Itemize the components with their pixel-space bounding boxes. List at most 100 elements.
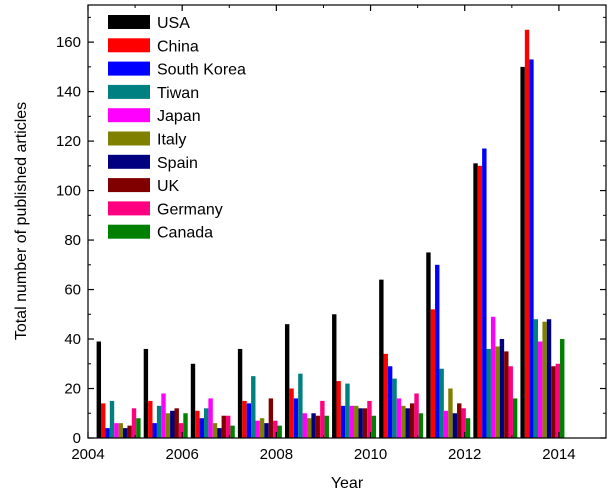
bar-canada-2012 — [465, 418, 471, 438]
bar-spain-2013 — [499, 339, 505, 438]
bar-china-2011 — [383, 353, 388, 438]
bar-canada-2014 — [560, 339, 565, 438]
bar-italy-2012 — [448, 388, 453, 438]
bar-canada-2011 — [418, 413, 424, 438]
bar-china-2013 — [477, 165, 483, 438]
bar-china-2014 — [524, 29, 530, 439]
bar-italy-2008 — [259, 418, 265, 438]
y-tick-label: 160 — [56, 34, 81, 51]
bar-canada-2007 — [230, 425, 235, 438]
bar-china-2009 — [289, 388, 294, 438]
bar-japan-2013 — [490, 316, 496, 438]
bar-china-2010 — [336, 381, 341, 438]
y-tick-label: 140 — [56, 84, 81, 101]
legend-swatch-usa — [108, 15, 150, 29]
bar-usa-2008 — [237, 348, 243, 438]
bar-tiwan-2009 — [298, 373, 303, 438]
legend-label-uk: UK — [157, 178, 180, 195]
bar-south-korea-2014 — [529, 59, 534, 439]
bar-italy-2005 — [118, 423, 124, 438]
legend-label-japan: Japan — [157, 108, 201, 125]
bar-south-korea-2006 — [152, 423, 157, 438]
legend-swatch-china — [108, 38, 150, 53]
bar-spain-2009 — [311, 413, 316, 438]
x-tick-label: 2012 — [448, 446, 481, 463]
legend-swatch-germany — [108, 201, 150, 216]
bar-tiwan-2007 — [203, 408, 209, 438]
bar-uk-2012 — [457, 403, 462, 438]
bar-south-korea-2005 — [105, 428, 110, 438]
legend-label-south-korea: South Korea — [157, 62, 246, 79]
bar-germany-2012 — [461, 408, 466, 438]
bar-italy-2011 — [401, 405, 406, 438]
bar-tiwan-2006 — [156, 405, 162, 438]
y-tick-label: 40 — [64, 331, 81, 348]
y-axis-label: Total number of published articles — [13, 102, 30, 340]
bar-italy-2009 — [306, 418, 312, 438]
bar-japan-2014 — [538, 341, 543, 438]
y-tick-label: 60 — [64, 282, 81, 299]
bar-south-korea-2010 — [340, 405, 346, 438]
bar-japan-2008 — [255, 420, 260, 438]
bar-germany-2010 — [367, 400, 372, 438]
legend-swatch-tiwan — [108, 84, 150, 99]
bar-south-korea-2008 — [246, 403, 252, 438]
bar-japan-2009 — [302, 413, 307, 438]
bar-germany-2008 — [273, 420, 278, 438]
legend-swatch-japan — [108, 108, 150, 123]
bar-usa-2012 — [426, 252, 431, 438]
legend-label-italy: Italy — [157, 132, 186, 149]
bar-italy-2006 — [165, 413, 171, 438]
bar-spain-2012 — [452, 413, 458, 438]
bar-spain-2005 — [123, 428, 128, 438]
bar-italy-2013 — [495, 346, 500, 438]
bar-japan-2007 — [208, 398, 213, 438]
x-tick-label: 2014 — [542, 446, 575, 463]
bar-tiwan-2010 — [345, 383, 350, 438]
y-tick-label: 120 — [56, 133, 81, 150]
bar-china-2012 — [430, 309, 436, 438]
bar-canada-2005 — [136, 418, 141, 438]
bar-south-korea-2011 — [387, 366, 393, 438]
legend-label-tiwan: Tiwan — [157, 85, 199, 102]
x-tick-label: 2008 — [260, 446, 293, 463]
bar-south-korea-2013 — [482, 148, 487, 438]
bar-germany-2005 — [131, 408, 137, 438]
legend-label-germany: Germany — [157, 201, 223, 218]
legend: USA China South Korea Tiwan Japan Italy Spain U… — [108, 15, 246, 242]
bar-germany-2007 — [225, 415, 231, 438]
legend-swatch-canada — [108, 224, 150, 239]
legend-label-spain: Spain — [157, 155, 198, 172]
x-axis-label: Year — [331, 475, 364, 492]
bar-spain-2011 — [405, 408, 410, 438]
bar-usa-2013 — [473, 163, 478, 438]
bar-tiwan-2013 — [486, 348, 491, 438]
bar-uk-2006 — [174, 408, 179, 438]
bar-tiwan-2008 — [251, 376, 256, 438]
legend-swatch-uk — [108, 178, 150, 193]
legend-swatch-south-korea — [108, 61, 150, 76]
plot-frame — [87, 4, 607, 439]
bar-spain-2010 — [358, 408, 363, 438]
bar-usa-2011 — [379, 279, 384, 438]
bar-uk-2010 — [362, 408, 368, 438]
bar-usa-2010 — [332, 314, 337, 438]
bar-tiwan-2014 — [533, 319, 539, 438]
bar-japan-2005 — [114, 423, 119, 438]
bar-uk-2005 — [127, 425, 132, 438]
bar-tiwan-2011 — [392, 378, 397, 438]
x-tick-label: 2010 — [354, 446, 387, 463]
bar-tiwan-2005 — [109, 400, 115, 438]
y-tick-label: 0 — [73, 430, 81, 447]
bar-uk-2013 — [504, 351, 509, 438]
bar-germany-2006 — [178, 423, 184, 438]
bar-south-korea-2012 — [435, 264, 440, 438]
bar-uk-2009 — [315, 415, 321, 438]
x-tick-label: 2004 — [71, 446, 104, 463]
legend-swatch-italy — [108, 131, 150, 146]
bar-canada-2010 — [371, 415, 377, 438]
bar-south-korea-2009 — [293, 398, 299, 438]
bar-japan-2006 — [161, 393, 166, 438]
bar-south-korea-2007 — [199, 418, 204, 438]
